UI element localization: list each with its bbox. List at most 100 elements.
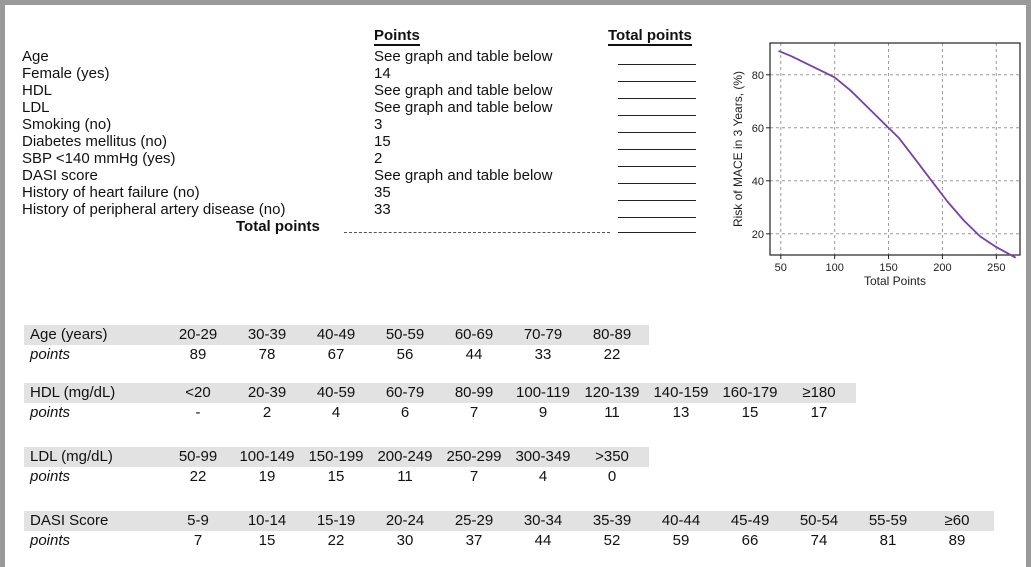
table-points-cell: 52 <box>603 532 621 549</box>
table-points-cell: 89 <box>948 532 966 549</box>
table-range-cell: 120-139 <box>584 384 640 401</box>
table-header-band <box>24 325 649 345</box>
table-points-cell: 15 <box>258 532 276 549</box>
x-tick-label: 250 <box>987 262 1005 274</box>
table-points-cell: 30 <box>396 532 414 549</box>
table-points-cell: 13 <box>672 404 690 421</box>
total-points-label: Total points <box>236 218 320 235</box>
score-row-label: SBP <140 mmHg (yes) <box>22 150 176 167</box>
score-row-points: See graph and table below <box>374 167 553 184</box>
table-range-cell: 100-149 <box>239 448 295 465</box>
table-range-cell: 55-59 <box>868 512 908 529</box>
table-range-cell: 45-49 <box>730 512 770 529</box>
table-points-cell: 44 <box>465 346 483 363</box>
table-range-cell: 140-159 <box>653 384 709 401</box>
table-row-label: points <box>30 532 71 549</box>
table-range-cell: 80-99 <box>454 384 494 401</box>
score-row-points: 14 <box>374 65 391 82</box>
y-tick-label: 40 <box>752 176 764 188</box>
grand-total-blank <box>618 232 696 233</box>
table-points-cell: 22 <box>603 346 621 363</box>
table-range-cell: >350 <box>595 448 629 465</box>
table-points-cell: 7 <box>193 532 203 549</box>
table-range-cell: <20 <box>185 384 211 401</box>
score-row-label: History of peripheral artery disease (no… <box>22 201 286 218</box>
table-range-cell: 60-79 <box>385 384 425 401</box>
table-points-cell: 33 <box>534 346 552 363</box>
table-range-cell: 25-29 <box>454 512 494 529</box>
y-tick-label: 20 <box>752 229 764 241</box>
table-header-band <box>24 383 856 403</box>
score-row-label: LDL <box>22 99 50 116</box>
table-range-cell: 300-349 <box>515 448 571 465</box>
score-row-points: 3 <box>374 116 383 133</box>
table-range-cell: 200-249 <box>377 448 433 465</box>
table-range-cell: 30-34 <box>523 512 563 529</box>
score-row-label: HDL <box>22 82 53 99</box>
total-points-blank <box>618 166 696 167</box>
table-range-cell: 20-29 <box>178 326 218 343</box>
table-points-cell: 15 <box>327 468 345 485</box>
table-points-cell: 67 <box>327 346 345 363</box>
table-row-label: points <box>30 468 71 485</box>
x-tick-label: 50 <box>775 262 787 274</box>
total-points-blank <box>618 183 696 184</box>
table-points-cell: 4 <box>331 404 341 421</box>
table-points-cell: 89 <box>189 346 207 363</box>
total-points-blank <box>618 115 696 116</box>
x-axis-label: Total Points <box>864 274 926 288</box>
table-range-cell: 40-44 <box>661 512 701 529</box>
risk-chart: 50 100 150 200 250 20 40 60 80 Total Points Risk o… <box>731 42 1021 288</box>
table-points-cell: 6 <box>400 404 410 421</box>
total-dashed-leader <box>344 232 610 233</box>
table-points-cell: 2 <box>262 404 272 421</box>
score-row-label: Smoking (no) <box>22 116 112 133</box>
table-points-cell: 4 <box>538 468 548 485</box>
total-points-blank <box>618 217 696 218</box>
total-points-column-header: Total points <box>608 27 692 46</box>
table-range-cell: 40-49 <box>316 326 356 343</box>
table-header-label: DASI Score <box>30 512 109 529</box>
table-points-cell: 9 <box>538 404 548 421</box>
plot-frame <box>769 42 1021 256</box>
total-points-blank <box>618 64 696 65</box>
score-row-points: 33 <box>374 201 391 218</box>
score-row-label: Age <box>22 48 49 65</box>
score-row-points: See graph and table below <box>374 82 553 99</box>
table-range-cell: 15-19 <box>316 512 356 529</box>
table-points-cell: - <box>195 404 201 421</box>
score-row-label: DASI score <box>22 167 98 184</box>
table-range-cell: 50-54 <box>799 512 839 529</box>
y-axis-label: Risk of MACE in 3 Years, (%) <box>731 71 745 227</box>
table-points-cell: 22 <box>327 532 345 549</box>
score-row-points: 35 <box>374 184 391 201</box>
table-range-cell: 35-39 <box>592 512 632 529</box>
table-points-cell: 0 <box>607 468 617 485</box>
table-range-cell: 5-9 <box>187 512 209 529</box>
table-range-cell: 160-179 <box>722 384 778 401</box>
table-row-label: points <box>30 346 71 363</box>
table-points-cell: 22 <box>189 468 207 485</box>
x-tick-label: 200 <box>933 262 951 274</box>
table-points-cell: 7 <box>469 468 479 485</box>
table-points-cell: 78 <box>258 346 276 363</box>
table-points-cell: 81 <box>879 532 897 549</box>
table-range-cell: ≥180 <box>802 384 836 401</box>
table-header-label: LDL (mg/dL) <box>30 448 113 465</box>
table-range-cell: 50-99 <box>178 448 218 465</box>
table-range-cell: 10-14 <box>247 512 287 529</box>
table-range-cell: 60-69 <box>454 326 494 343</box>
table-header-label: HDL (mg/dL) <box>30 384 116 401</box>
table-range-cell: 150-199 <box>308 448 364 465</box>
table-points-cell: 37 <box>465 532 483 549</box>
table-range-cell: 250-299 <box>446 448 502 465</box>
score-row-label: Female (yes) <box>22 65 110 82</box>
table-header-label: Age (years) <box>30 326 108 343</box>
total-points-blank <box>618 98 696 99</box>
table-range-cell: 100-119 <box>516 384 570 401</box>
table-points-cell: 44 <box>534 532 552 549</box>
x-tick-label: 100 <box>825 262 843 274</box>
table-points-cell: 7 <box>469 404 479 421</box>
total-points-blank <box>618 149 696 150</box>
table-points-cell: 56 <box>396 346 414 363</box>
